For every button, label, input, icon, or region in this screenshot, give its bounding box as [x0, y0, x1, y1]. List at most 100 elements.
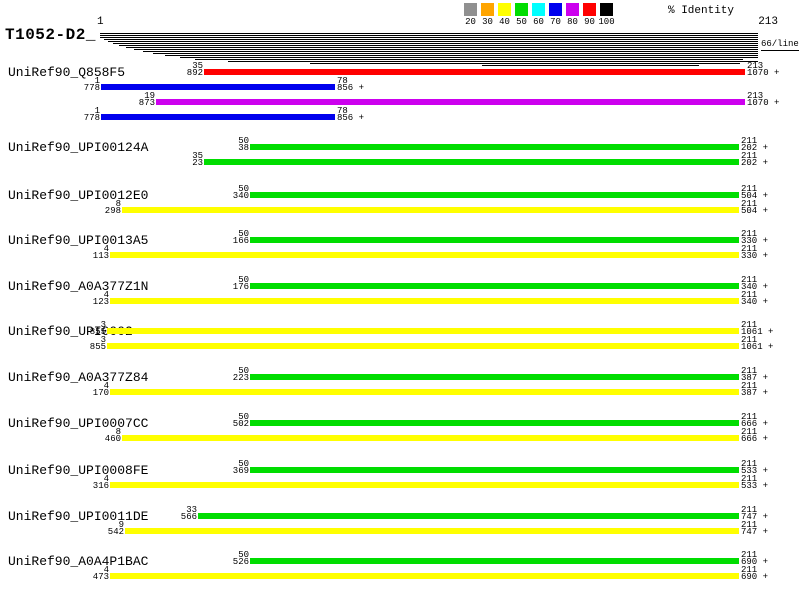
query-start-label: 50	[238, 550, 249, 560]
subject-start-label: 298	[104, 206, 121, 216]
alignment-group-name: UniRef90_A0A377Z1N	[8, 279, 149, 294]
subject-end-label: 747 +	[741, 527, 769, 537]
query-end-label: 211	[741, 474, 758, 484]
query-end-label: 211	[741, 151, 758, 161]
bar-left-labels: 35 23	[144, 151, 203, 168]
query-end-label: 211	[741, 520, 758, 530]
subject-start-label: 778	[83, 83, 100, 93]
bar-left-labels: 4 123	[50, 291, 109, 307]
legend-bin-label: 100	[598, 17, 615, 27]
alignment-bar	[107, 328, 739, 334]
overview-line	[126, 47, 758, 48]
alignment-bar	[250, 192, 739, 198]
alignment-bar	[250, 420, 739, 426]
bar-right-labels: 211 202 +	[741, 151, 769, 168]
bar-right-labels: 211 1061 +	[741, 336, 774, 352]
query-end-label: 211	[741, 459, 758, 469]
subject-end-label: 1061 +	[741, 327, 774, 337]
bar-left-labels: 4 113	[50, 244, 109, 261]
subject-start-label: 892	[186, 68, 203, 78]
query-start-label: 50	[238, 412, 249, 422]
subject-end-label: 856 +	[337, 83, 365, 93]
alignment-group-name: UniRef90_UPI0002	[8, 324, 133, 339]
subject-end-label: 1070 +	[747, 68, 780, 78]
subject-start-label: 855	[89, 327, 106, 337]
query-end-label: 211	[741, 505, 758, 515]
query-start-label: 1	[94, 76, 100, 86]
subject-end-label: 747 +	[741, 512, 769, 522]
overview-line	[195, 59, 743, 60]
overview-line	[180, 57, 758, 58]
overview-line	[310, 63, 740, 64]
legend-swatch	[583, 3, 596, 16]
bar-right-labels: 78 856 +	[337, 76, 365, 93]
legend-bin-label: 50	[516, 17, 527, 27]
bar-left-labels: 8 460	[62, 427, 121, 444]
subject-start-label: 38	[238, 143, 249, 153]
bar-right-labels: 211 690 +	[741, 566, 769, 582]
alignment-bar	[125, 528, 739, 534]
query-end-label: 211	[741, 366, 758, 376]
subject-end-label: 533 +	[741, 466, 769, 476]
overview-line	[104, 39, 758, 40]
query-start-label: 8	[115, 427, 121, 437]
overview-line	[134, 49, 758, 50]
subject-start-label: 123	[92, 297, 109, 307]
query-end-label: 211	[741, 244, 758, 254]
overview-line	[108, 41, 758, 42]
ruler-end-label: 213	[758, 16, 778, 28]
legend-swatch	[532, 3, 545, 16]
query-end-label: 211	[741, 199, 758, 209]
subject-start-label: 23	[192, 158, 203, 168]
query-start-label: 50	[238, 366, 249, 376]
bar-right-labels: 211 340 +	[741, 276, 768, 292]
alignment-bar	[204, 69, 745, 75]
alignment-bar	[110, 482, 739, 488]
bar-right-labels: 211 330 +	[741, 230, 768, 246]
alignment-bar	[198, 513, 739, 519]
legend-swatch	[498, 3, 511, 16]
query-end-label: 211	[741, 412, 758, 422]
legend-title: % Identity	[668, 5, 735, 17]
subject-start-label: 460	[104, 434, 121, 444]
alignment-group-name: UniRef90_A0A4P1BAC	[8, 554, 149, 569]
bar-left-labels: 3 855	[47, 336, 106, 352]
legend-swatch	[600, 3, 613, 16]
query-start-label: 4	[103, 244, 109, 254]
alignment-bar	[122, 435, 739, 441]
subject-end-label: 666 +	[741, 419, 769, 429]
subject-start-label: 502	[232, 419, 249, 429]
legend-bin-label: 30	[482, 17, 493, 27]
query-start-label: 4	[103, 474, 109, 484]
query-end-label: 213	[747, 61, 764, 71]
subject-start-label: 778	[83, 113, 100, 123]
subject-start-label: 113	[92, 251, 109, 261]
alignment-bar	[250, 558, 739, 564]
overview-line	[100, 33, 758, 34]
query-end-label: 78	[337, 76, 348, 86]
subject-start-label: 166	[232, 236, 249, 246]
overview-line	[100, 35, 758, 36]
legend-swatch	[515, 3, 528, 16]
subject-end-label: 387 +	[741, 373, 769, 383]
bar-left-labels: 3 855	[47, 321, 106, 337]
bar-left-labels: 9 542	[65, 521, 124, 537]
bar-right-labels: 211 533 +	[741, 474, 768, 491]
query-start-label: 35	[192, 151, 203, 161]
legend-swatch	[464, 3, 477, 16]
query-end-label: 211	[741, 290, 758, 300]
query-title: T1052-D2_	[5, 26, 96, 44]
subject-end-label: 202 +	[741, 158, 769, 168]
bar-right-labels: 213 1070 +	[747, 61, 780, 78]
query-start-label: 1	[94, 106, 100, 116]
subject-start-label: 526	[232, 557, 249, 567]
bar-right-labels: 211 666 +	[741, 428, 768, 444]
subject-end-label: 690 +	[741, 572, 769, 582]
legend-bin-label: 20	[465, 17, 476, 27]
ruler-start-label: 1	[97, 16, 104, 28]
subject-end-label: 504 +	[741, 206, 769, 216]
subject-end-label: 1061 +	[741, 342, 774, 352]
query-end-label: 211	[741, 320, 758, 330]
subject-end-label: 387 +	[741, 388, 769, 398]
